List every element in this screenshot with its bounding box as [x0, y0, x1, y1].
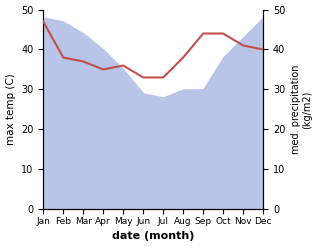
X-axis label: date (month): date (month) — [112, 231, 194, 242]
Y-axis label: max temp (C): max temp (C) — [5, 74, 16, 145]
Y-axis label: med. precipitation
(kg/m2): med. precipitation (kg/m2) — [291, 65, 313, 154]
